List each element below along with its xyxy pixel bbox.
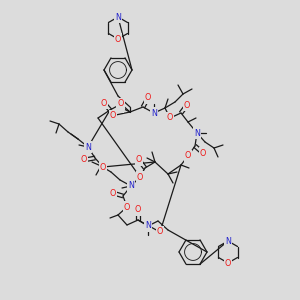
Text: O: O [167, 113, 173, 122]
Text: N: N [128, 182, 134, 190]
Text: O: O [200, 148, 206, 158]
Text: O: O [110, 112, 116, 121]
Text: O: O [81, 155, 87, 164]
Text: O: O [136, 155, 142, 164]
Text: O: O [145, 94, 151, 103]
Text: N: N [225, 236, 231, 245]
Text: O: O [110, 188, 116, 197]
Text: N: N [194, 128, 200, 137]
Text: O: O [100, 163, 106, 172]
Text: O: O [185, 152, 191, 160]
Text: O: O [157, 227, 163, 236]
Text: O: O [184, 100, 190, 109]
Text: N: N [85, 142, 91, 152]
Text: O: O [115, 34, 121, 43]
Text: N: N [115, 13, 121, 22]
Text: O: O [101, 98, 107, 107]
Text: O: O [225, 259, 231, 268]
Text: N: N [151, 109, 157, 118]
Text: O: O [118, 100, 124, 109]
Text: O: O [124, 202, 130, 211]
Text: N: N [145, 221, 151, 230]
Text: O: O [137, 172, 143, 182]
Text: O: O [117, 103, 123, 112]
Text: O: O [135, 206, 141, 214]
